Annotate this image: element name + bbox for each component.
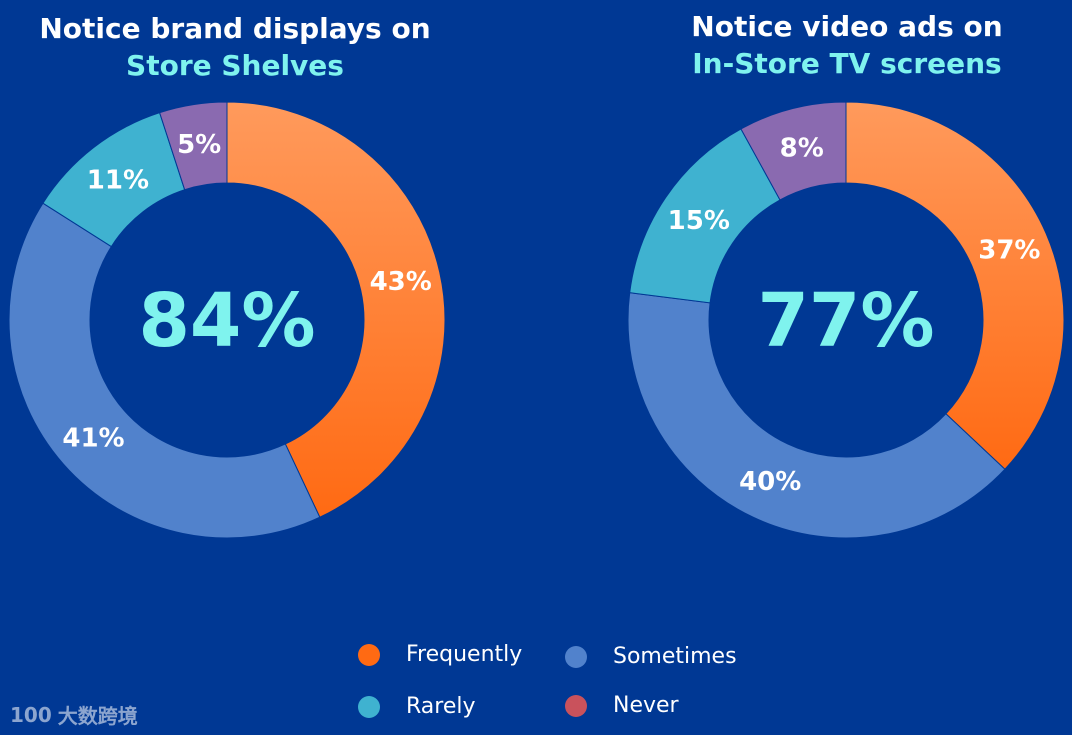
donut0-label-frequently: 43% [370, 267, 432, 297]
donut0-slice-sometimes [8, 202, 321, 539]
donut1-slice-never [740, 101, 847, 201]
legend-label-sometimes: Sometimes [613, 644, 737, 669]
legend-sometimes: Sometimes [565, 644, 737, 669]
donut0-slice-frequently [226, 101, 446, 518]
watermark-logo-icon: 100 [10, 702, 52, 727]
left-chart-title: Notice brand displays on Store Shelves [0, 10, 470, 84]
donut0-label-sometimes: 41% [62, 424, 124, 454]
donut1-label-rarely: 15% [668, 206, 730, 236]
donut1-slice-frequently [845, 101, 1065, 470]
right-title-line1: Notice video ads on [691, 10, 1003, 43]
legend-label-rarely: Rarely [406, 694, 476, 719]
donut0-label-rarely: 11% [87, 165, 149, 195]
donut1-label-sometimes: 40% [739, 467, 801, 497]
donut0-label-never: 5% [177, 130, 221, 160]
donut1-label-frequently: 37% [978, 235, 1040, 265]
donut1-center-value: 77% [757, 278, 934, 364]
legend-dot-never [565, 694, 587, 717]
right-title-line2: In-Store TV screens [692, 47, 1002, 80]
donut1-label-never: 8% [780, 134, 824, 164]
left-title-line1: Notice brand displays on [39, 12, 431, 45]
donut0-center-value: 84% [138, 278, 315, 364]
legend-dot-rarely [358, 695, 380, 718]
legend-frequently: Frequently [358, 642, 522, 667]
donut1-slice-sometimes [627, 292, 1006, 539]
right-chart-title: Notice video ads on In-Store TV screens [612, 8, 1072, 82]
left-title-line2: Store Shelves [126, 49, 344, 82]
legend-never: Never [565, 693, 679, 718]
donut0-slice-never [159, 101, 228, 191]
watermark-text: 大数跨境 [57, 704, 138, 728]
legend-label-never: Never [613, 693, 679, 718]
legend-rarely: Rarely [358, 694, 476, 719]
watermark: 100 大数跨境 [10, 700, 138, 729]
legend-dot-sometimes [565, 645, 587, 668]
legend-dot-frequently [358, 643, 380, 666]
legend-label-frequently: Frequently [406, 642, 523, 667]
